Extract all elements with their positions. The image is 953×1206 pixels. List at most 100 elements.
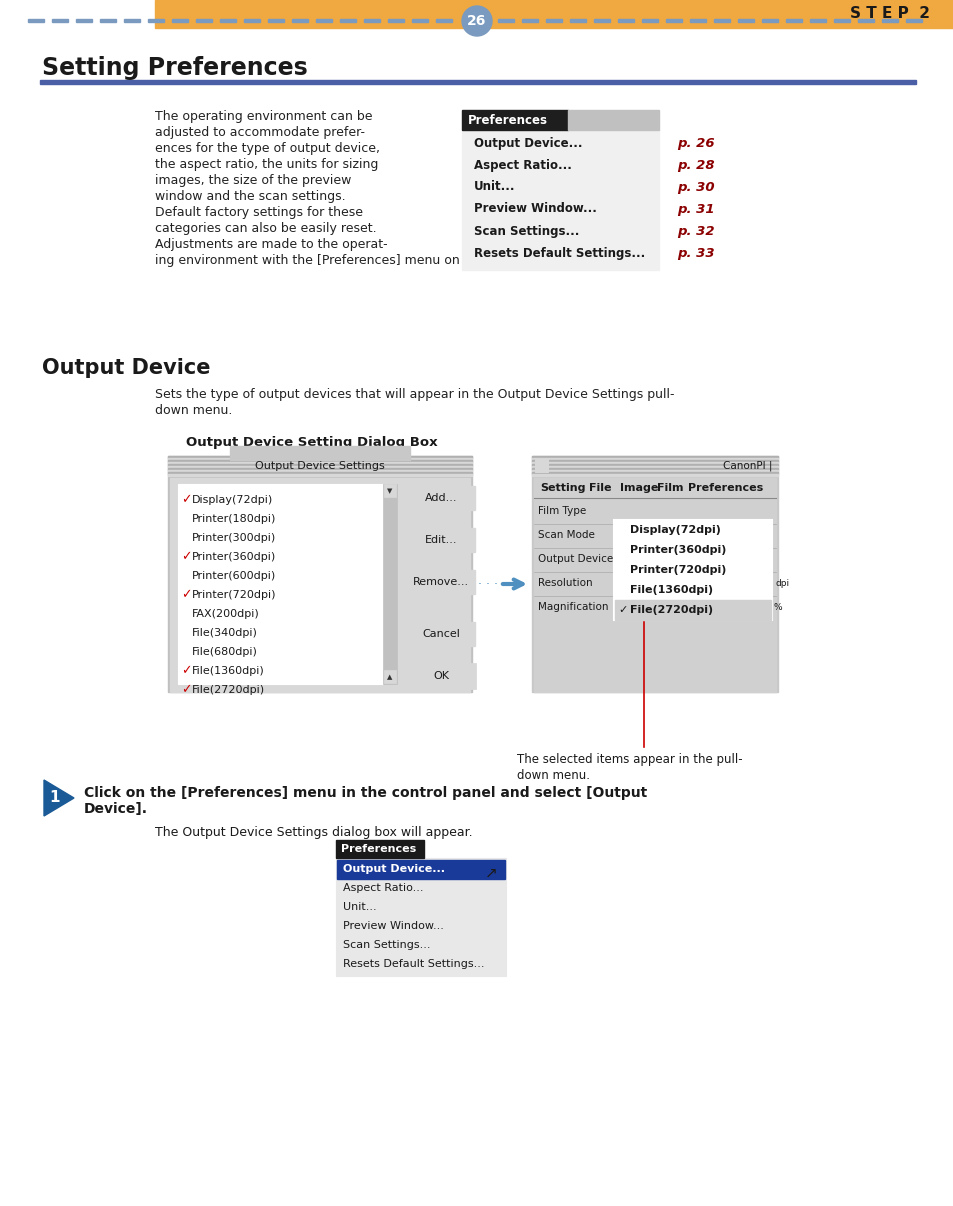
Text: Preferences: Preferences: [687, 482, 762, 493]
Bar: [168, 466, 472, 468]
Text: Printer(360dpi): Printer(360dpi): [192, 552, 276, 562]
Bar: [436, 19, 452, 22]
Text: File(1360dpi): File(1360dpi): [629, 585, 713, 595]
Bar: [28, 19, 44, 22]
Bar: [336, 860, 504, 879]
Bar: [532, 470, 778, 472]
Bar: [497, 19, 514, 22]
Bar: [168, 464, 472, 466]
Text: Sets the type of output devices that will appear in the Output Device Settings p: Sets the type of output devices that wil…: [154, 388, 674, 402]
Bar: [168, 462, 472, 464]
Text: p. 26: p. 26: [677, 136, 714, 150]
Bar: [168, 472, 472, 474]
Text: ✓: ✓: [181, 550, 192, 563]
Text: dpi: dpi: [775, 579, 789, 587]
Bar: [168, 456, 472, 458]
Text: The operating environment can be: The operating environment can be: [154, 110, 372, 123]
Text: Scan Mode: Scan Mode: [537, 529, 595, 540]
Bar: [741, 599, 769, 615]
Text: Click on the [Preferences] menu in the control panel and select [Output: Click on the [Preferences] menu in the c…: [84, 786, 646, 800]
Bar: [148, 19, 164, 22]
Text: ✓: ✓: [618, 605, 627, 615]
Bar: [532, 464, 778, 466]
Text: ✓: ✓: [181, 493, 192, 507]
Bar: [532, 458, 778, 459]
Text: ✓: ✓: [181, 665, 192, 678]
Bar: [407, 528, 475, 552]
Bar: [615, 601, 770, 620]
Text: Setting Preferences: Setting Preferences: [42, 55, 308, 80]
Text: Scan Settings...: Scan Settings...: [474, 224, 578, 238]
Text: ▼: ▼: [387, 488, 393, 494]
Bar: [268, 19, 284, 22]
Text: Film Type: Film Type: [537, 507, 586, 516]
Text: ↗: ↗: [485, 866, 497, 880]
Bar: [614, 520, 771, 620]
Bar: [532, 459, 778, 462]
Bar: [809, 19, 825, 22]
Text: Printer(300dpi): Printer(300dpi): [192, 533, 276, 543]
Text: Add...: Add...: [424, 493, 456, 503]
Bar: [407, 486, 475, 510]
Bar: [230, 446, 410, 459]
Text: down menu.: down menu.: [517, 769, 589, 781]
Bar: [195, 19, 212, 22]
Bar: [532, 468, 778, 470]
Bar: [335, 857, 505, 976]
Bar: [407, 570, 475, 595]
Text: The selected items appear in the pull-: The selected items appear in the pull-: [517, 753, 741, 766]
Text: OK: OK: [433, 671, 449, 681]
Text: ✓: ✓: [181, 684, 192, 697]
Bar: [534, 478, 775, 498]
Text: Preferences: Preferences: [340, 844, 416, 854]
Text: Setting: Setting: [539, 482, 585, 493]
Text: Output Device: Output Device: [42, 358, 211, 377]
Text: 50: 50: [749, 603, 760, 611]
Text: Adjustments are made to the operat-: Adjustments are made to the operat-: [154, 238, 387, 251]
Text: ences for the type of output device,: ences for the type of output device,: [154, 142, 379, 156]
Bar: [532, 456, 778, 692]
Bar: [168, 470, 472, 472]
Bar: [618, 19, 634, 22]
Text: 1360: 1360: [745, 579, 769, 587]
Text: p. 30: p. 30: [677, 181, 714, 193]
Bar: [713, 19, 729, 22]
Text: p. 28: p. 28: [677, 158, 714, 171]
Bar: [178, 484, 382, 684]
Text: the aspect ratio, the units for sizing: the aspect ratio, the units for sizing: [154, 158, 378, 171]
Bar: [532, 474, 778, 476]
Text: Edit...: Edit...: [424, 535, 456, 545]
Text: File(2720dpi): File(2720dpi): [192, 685, 265, 695]
Text: Film: Film: [657, 482, 683, 493]
Text: Display(72dpi): Display(72dpi): [192, 494, 273, 505]
Bar: [757, 551, 769, 567]
Text: ing environment with the [Preferences] menu on the control panel.: ing environment with the [Preferences] m…: [154, 254, 574, 267]
Text: Printer(720dpi): Printer(720dpi): [629, 564, 725, 575]
Text: Image: Image: [619, 482, 658, 493]
Bar: [532, 456, 778, 458]
Bar: [532, 466, 778, 468]
Text: Printer(180dpi): Printer(180dpi): [192, 514, 276, 523]
Text: Output Device...: Output Device...: [343, 863, 444, 874]
Bar: [168, 474, 472, 476]
Text: Output Device: Output Device: [537, 554, 613, 564]
Text: p. 33: p. 33: [677, 246, 714, 259]
Bar: [364, 19, 379, 22]
Bar: [154, 0, 953, 28]
Text: Cancel: Cancel: [421, 630, 459, 639]
Text: Preview Window...: Preview Window...: [343, 921, 443, 931]
Text: Printer(360dpi): Printer(360dpi): [629, 545, 725, 555]
Bar: [412, 19, 428, 22]
Text: Output Device Setting Dialog Box: Output Device Setting Dialog Box: [186, 437, 437, 449]
Text: · · ·: · · ·: [477, 578, 497, 591]
Text: adjusted to accommodate prefer-: adjusted to accommodate prefer-: [154, 125, 365, 139]
Text: Preferences: Preferences: [468, 113, 547, 127]
Text: Remove...: Remove...: [413, 576, 469, 587]
Bar: [857, 19, 873, 22]
Bar: [168, 468, 472, 470]
Text: categories can also be easily reset.: categories can also be easily reset.: [154, 222, 376, 235]
Text: Printer(600dpi): Printer(600dpi): [192, 570, 276, 581]
Bar: [569, 19, 585, 22]
Text: FAX(200dpi): FAX(200dpi): [192, 609, 259, 619]
Text: images, the size of the preview: images, the size of the preview: [154, 174, 351, 187]
